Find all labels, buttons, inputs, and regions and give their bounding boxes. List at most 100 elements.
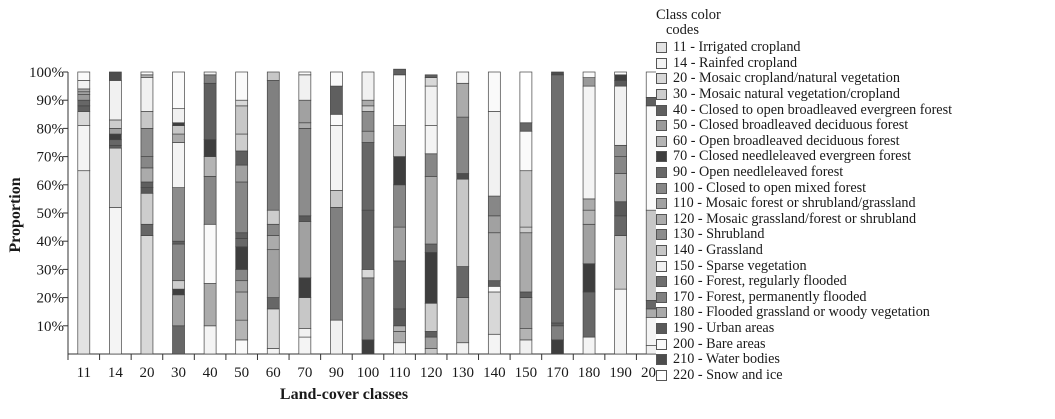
- bar-segment-70-class-140: [298, 297, 312, 329]
- bar-segment-50-class-110: [235, 164, 249, 183]
- bar-segment-14-class-30: [109, 119, 122, 129]
- legend-label: 130 - Shrubland: [673, 226, 765, 243]
- bar-segment-150-class-110: [519, 297, 533, 329]
- bar-segment-70-class-14: [298, 336, 312, 355]
- bar-segment-120-class-40: [424, 74, 438, 78]
- bar-segment-60-class-110: [266, 249, 280, 298]
- legend-swatch: [656, 167, 667, 179]
- bar-segment-40-class-200: [203, 223, 217, 284]
- bar-segment-110-class-60: [393, 325, 406, 332]
- bar-segment-180-class-50: [582, 77, 596, 87]
- legend-swatch: [656, 291, 667, 303]
- y-tick-label: 90%: [37, 93, 65, 109]
- bar-segment-50-class-60: [235, 319, 249, 341]
- legend-item-30: 30 - Mosaic natural vegetation/cropland: [656, 86, 1055, 103]
- x-tick-label: 70: [297, 365, 312, 381]
- legend-label: 140 - Grassland: [673, 242, 763, 259]
- bar-segment-100-class-20: [361, 269, 375, 279]
- bar-segment-11-class-40: [77, 105, 91, 112]
- bar-segment-200-class-90: [645, 300, 656, 310]
- bar-segment-50-class-70: [235, 246, 249, 270]
- legend-swatch: [656, 322, 667, 334]
- bar-segment-110-class-200: [393, 74, 406, 126]
- bar-segment-180-class-60: [582, 209, 596, 225]
- plot-area: 10% 20% 30% 40% 50% 60% 70% 80% 90% 100% 11 14 20 30 4…: [29, 65, 656, 381]
- bar-segment-11-class-150: [77, 80, 91, 90]
- bar-segment-110-class-40: [393, 68, 406, 76]
- x-tick-label: 11: [77, 365, 91, 381]
- bar-segment-14-class-40: [109, 144, 122, 149]
- bar-segment-90-class-200: [330, 71, 343, 87]
- legend-label: 190 - Urban areas: [673, 319, 775, 336]
- bar-segment-140-class-200: [487, 71, 501, 112]
- legend-label: 40 - Closed to open broadleaved evergree…: [673, 101, 953, 118]
- legend-label: 90 - Open needleleaved forest: [673, 164, 844, 181]
- y-tick-label: 40%: [37, 234, 65, 250]
- x-tick-label: 90: [329, 365, 344, 381]
- legend-item-11: 11 - Irrigated cropland: [656, 39, 1055, 56]
- legend-label: 150 - Sparse vegetation: [673, 257, 807, 274]
- bar-segment-50-class-40: [235, 232, 249, 239]
- x-tick-label: 30: [171, 365, 186, 381]
- bar-segment-100-class-130: [361, 111, 375, 132]
- bar-segment-90-class-140: [330, 190, 343, 208]
- bar-segment-14-class-20: [109, 147, 122, 208]
- bar-segment-150-class-90: [519, 122, 533, 132]
- bar-segment-120-class-100: [424, 153, 438, 177]
- legend-swatch: [656, 229, 667, 241]
- bar-segment-90-class-150: [330, 319, 343, 355]
- bar-segment-190-class-190: [614, 80, 627, 87]
- bar-segment-30-class-130: [172, 187, 185, 242]
- legend-item-220: 220 - Snow and ice: [656, 367, 1055, 383]
- bar-segment-180-class-110: [582, 223, 596, 265]
- legend-item-160: 160 - Forest, regularly flooded: [656, 273, 1055, 290]
- bar-segment-110-class-190: [393, 308, 406, 327]
- x-tick-label: 120: [420, 365, 443, 381]
- legend-item-110: 110 - Mosaic forest or shrubland/grassla…: [656, 195, 1055, 212]
- bar-segment-110-class-110: [393, 226, 406, 262]
- bar-segment-60-class-20: [266, 308, 280, 349]
- bar-segment-100-class-40: [361, 209, 375, 270]
- legend-item-60: 60 - Open broadleaved deciduous forest: [656, 133, 1055, 150]
- bar-segment-30-class-100: [172, 243, 185, 282]
- legend-title: Class color codes: [656, 8, 1055, 38]
- bar-segment-190-class-150: [614, 85, 627, 146]
- bar-segment-50-class-140: [235, 105, 249, 135]
- legend-item-50: 50 - Closed broadleaved deciduous forest: [656, 117, 1055, 134]
- legend-label: 210 - Water bodies: [673, 351, 780, 368]
- bar-segment-100-class-110: [361, 130, 375, 143]
- bar-segment-50-class-30: [235, 133, 249, 152]
- bar-segment-150-class-40: [519, 291, 533, 298]
- bar-segment-140-class-120: [487, 232, 501, 282]
- bar-segment-70-class-150: [298, 74, 312, 101]
- legend-item-130: 130 - Shrubland: [656, 226, 1055, 243]
- bar-segment-40-class-60: [203, 156, 217, 177]
- bar-segment-40-class-170: [203, 74, 217, 84]
- x-tick-label: 100: [357, 365, 380, 381]
- bar-segment-11-class-11: [77, 170, 91, 355]
- y-tick-label: 10%: [37, 319, 65, 335]
- bar-segment-40-class-70: [203, 139, 217, 157]
- bar-segment-180-class-120: [582, 198, 596, 211]
- bar-segment-190-class-190: [614, 201, 627, 217]
- legend-item-100: 100 - Closed to open mixed forest: [656, 180, 1055, 196]
- bar-segment-20-class-190: [140, 187, 154, 194]
- bar-segment-150-class-220: [519, 71, 533, 124]
- bar-segment-50-class-120: [235, 291, 249, 321]
- bar-segment-11-class-14: [77, 125, 91, 172]
- bar-segment-70-class-120: [298, 122, 312, 129]
- bar-segment-120-class-120: [424, 175, 438, 245]
- bar-segment-50-class-200: [235, 339, 249, 355]
- bar-segment-40-class-150: [203, 71, 217, 76]
- legend-label: 11 - Irrigated cropland: [673, 39, 801, 56]
- legend-label: 100 - Closed to open mixed forest: [673, 179, 867, 196]
- bar-segment-170-class-210: [551, 71, 564, 76]
- x-tick-label: 130: [451, 365, 474, 381]
- bar-segment-170-class-160: [551, 74, 564, 324]
- x-tick-label: 200: [641, 365, 656, 381]
- bar-segment-20-class-150: [140, 77, 154, 112]
- x-tick-label: 150: [515, 365, 538, 381]
- bar-segment-140-class-150: [487, 111, 501, 197]
- legend-swatch: [656, 276, 667, 288]
- y-tick-label: 100%: [29, 65, 64, 81]
